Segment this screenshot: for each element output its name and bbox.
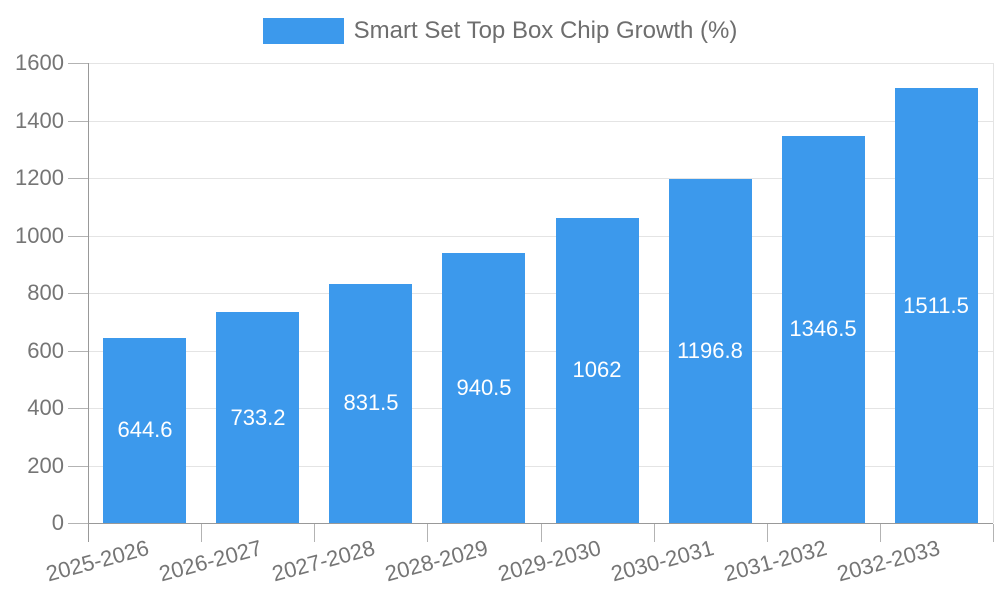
- plot-right-border: [993, 63, 994, 523]
- bar-value-label: 940.5: [456, 375, 512, 400]
- y-tick-label: 200: [27, 453, 64, 478]
- tick-mark: [767, 524, 768, 542]
- tick-mark: [68, 63, 88, 64]
- x-axis-line: [88, 523, 993, 524]
- y-tick-label: 800: [27, 280, 64, 305]
- legend[interactable]: Smart Set Top Box Chip Growth (%): [0, 14, 1000, 48]
- legend-swatch: [262, 18, 344, 44]
- gridline: [88, 466, 993, 467]
- y-tick-label: 600: [27, 338, 64, 363]
- bar-value-label: 733.2: [230, 405, 286, 430]
- gridline: [88, 178, 993, 179]
- legend-label: Smart Set Top Box Chip Growth (%): [353, 17, 738, 44]
- bar[interactable]: [329, 284, 412, 523]
- bar-value-label: 1346.5: [789, 316, 857, 341]
- y-tick-label: 1600: [15, 50, 64, 75]
- bar[interactable]: [669, 179, 752, 523]
- tick-mark: [68, 121, 88, 122]
- gridline: [88, 63, 993, 64]
- gridline: [88, 293, 993, 294]
- tick-mark: [68, 408, 88, 409]
- y-tick-label: 1400: [15, 108, 64, 133]
- y-tick-label: 1200: [15, 165, 64, 190]
- bar[interactable]: [895, 88, 978, 523]
- bar[interactable]: [782, 136, 865, 523]
- tick-mark: [68, 236, 88, 237]
- bar[interactable]: [103, 338, 186, 523]
- tick-mark: [68, 293, 88, 294]
- tick-mark: [68, 178, 88, 179]
- bar-value-label: 1196.8: [677, 338, 743, 363]
- bar-value-label: 831.5: [343, 390, 399, 415]
- bar-value-label: 1511.5: [903, 293, 969, 318]
- tick-mark: [68, 523, 88, 524]
- tick-mark: [88, 524, 89, 542]
- tick-mark: [541, 524, 542, 542]
- bar-value-label: 644.6: [117, 417, 173, 442]
- tick-mark: [993, 524, 994, 542]
- y-axis-line: [88, 63, 89, 523]
- y-tick-label: 0: [51, 510, 64, 535]
- y-tick-label: 1000: [15, 223, 64, 248]
- bar[interactable]: [556, 218, 639, 523]
- bar[interactable]: [216, 312, 299, 523]
- tick-mark: [201, 524, 202, 542]
- gridline: [88, 236, 993, 237]
- gridline: [88, 351, 993, 352]
- bar-value-label: 1062: [572, 357, 622, 382]
- bar[interactable]: [442, 253, 525, 523]
- gridline: [88, 121, 993, 122]
- tick-mark: [68, 466, 88, 467]
- y-tick-label: 400: [27, 395, 64, 420]
- tick-mark: [68, 351, 88, 352]
- tick-mark: [314, 524, 315, 542]
- gridline: [88, 408, 993, 409]
- tick-mark: [880, 524, 881, 542]
- tick-mark: [427, 524, 428, 542]
- tick-mark: [654, 524, 655, 542]
